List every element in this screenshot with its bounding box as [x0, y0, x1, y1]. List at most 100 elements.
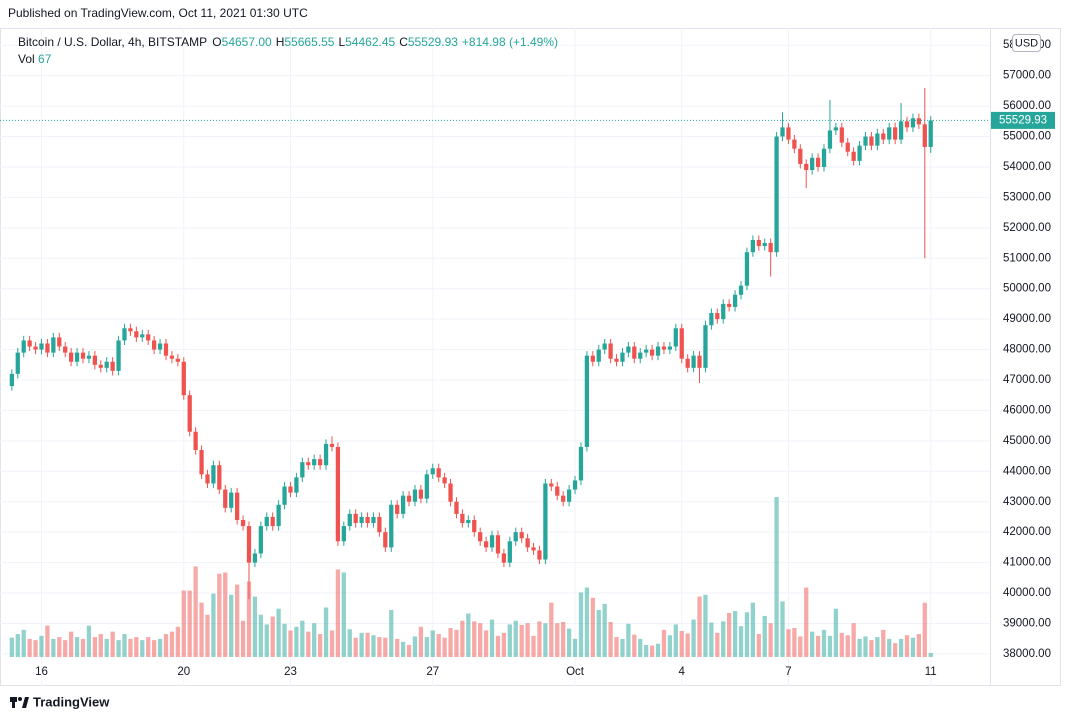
legend-row: Vol 67: [18, 51, 562, 68]
brand-logo: [10, 697, 29, 708]
candle-body: [632, 346, 637, 359]
volume-bar: [217, 573, 222, 657]
volume-bar: [857, 638, 862, 657]
volume-bar: [644, 644, 649, 657]
candle-body: [780, 127, 785, 137]
volume-bar: [134, 637, 139, 657]
y-tick-label: 49000.00: [1003, 313, 1051, 325]
candle-body: [353, 513, 358, 524]
volume-bar: [537, 621, 542, 657]
volume-bar: [175, 626, 180, 657]
volume-bar: [80, 638, 86, 657]
ohlc-value: 54657.00: [221, 35, 272, 49]
candle-body: [679, 328, 684, 359]
volume-bar: [851, 623, 856, 657]
volume-bar: [667, 635, 673, 657]
candle-body: [92, 355, 97, 365]
candle-body: [317, 459, 323, 466]
volume-bar: [798, 636, 803, 657]
candle-body: [27, 340, 32, 347]
volume-bar: [738, 626, 744, 657]
candle-body: [110, 361, 115, 371]
volume-bar: [632, 634, 637, 657]
volume-bar: [205, 614, 210, 657]
brand-name: TradingView: [33, 694, 110, 709]
volume-bar: [821, 629, 827, 657]
volume-bar: [163, 634, 169, 657]
candle-body: [904, 121, 910, 128]
candle-body: [128, 328, 133, 332]
y-tick-label: 51000.00: [1003, 252, 1051, 264]
candle-body: [276, 504, 281, 527]
candle-body: [157, 343, 163, 350]
logo-part: [12, 697, 15, 708]
volume-bar: [246, 581, 252, 657]
volume-bar: [21, 629, 26, 657]
candle-body: [893, 127, 898, 140]
volume-bar: [715, 632, 720, 657]
volume-bar: [371, 635, 376, 657]
volume-bar: [69, 631, 74, 657]
volume-bar: [596, 609, 601, 657]
candle-body: [661, 346, 667, 350]
candle-body: [175, 358, 180, 362]
y-tick-label: 40000.00: [1003, 587, 1051, 599]
candle-body: [875, 133, 880, 146]
candle-body: [513, 532, 518, 542]
volume-bar: [418, 626, 424, 657]
volume-bar: [282, 623, 287, 657]
candle-body: [821, 148, 827, 167]
volume-bar: [566, 628, 572, 657]
candle-body: [608, 343, 613, 359]
volume-bar: [9, 637, 14, 657]
candle-body: [756, 240, 761, 247]
volume-bar: [472, 621, 477, 657]
volume-bar: [691, 619, 696, 657]
candle-body: [39, 343, 44, 350]
volume-bar: [400, 641, 406, 657]
volume-bar: [833, 608, 839, 657]
y-tick-label: 41000.00: [1003, 557, 1051, 569]
candle-body: [851, 151, 856, 161]
candle-body: [383, 532, 388, 548]
volume-bar: [703, 594, 708, 657]
candle-body: [69, 352, 74, 362]
candle-body: [33, 346, 38, 350]
volume-bar: [572, 638, 578, 657]
volume-bar: [620, 638, 625, 657]
volume-bar: [922, 602, 927, 657]
candle-body: [839, 127, 844, 143]
candle-body: [881, 133, 886, 140]
volume-bar: [329, 630, 335, 657]
candle-body: [667, 346, 673, 350]
volume-bar: [45, 625, 50, 657]
volume-bar: [727, 612, 732, 657]
volume-bar: [721, 621, 726, 657]
candle-body: [51, 337, 56, 353]
volume-bar: [51, 638, 56, 657]
volume-bar: [916, 634, 921, 657]
volume-bar: [365, 632, 370, 657]
candle-body: [187, 395, 192, 432]
volume-bar: [460, 620, 465, 657]
candle-body: [857, 145, 862, 161]
volume-bar: [555, 623, 560, 657]
candle-body: [199, 450, 204, 475]
candle-body: [134, 331, 139, 338]
candle-body: [347, 513, 352, 527]
x-tick-label: 20: [177, 666, 190, 678]
volume-bar: [104, 638, 109, 657]
candle-body: [460, 513, 465, 524]
candle-body: [323, 443, 329, 466]
volume-bar: [501, 632, 507, 657]
candle-body: [655, 346, 661, 356]
volume-bar: [756, 634, 761, 657]
volume-bar: [519, 625, 524, 657]
candle-body: [727, 303, 732, 307]
volume-bar: [442, 637, 447, 657]
volume-bar: [110, 631, 115, 657]
ohlc-value: 54462.45: [345, 35, 396, 49]
candle-body: [57, 337, 62, 347]
volume-bar: [412, 636, 418, 657]
candle-body: [329, 443, 335, 447]
